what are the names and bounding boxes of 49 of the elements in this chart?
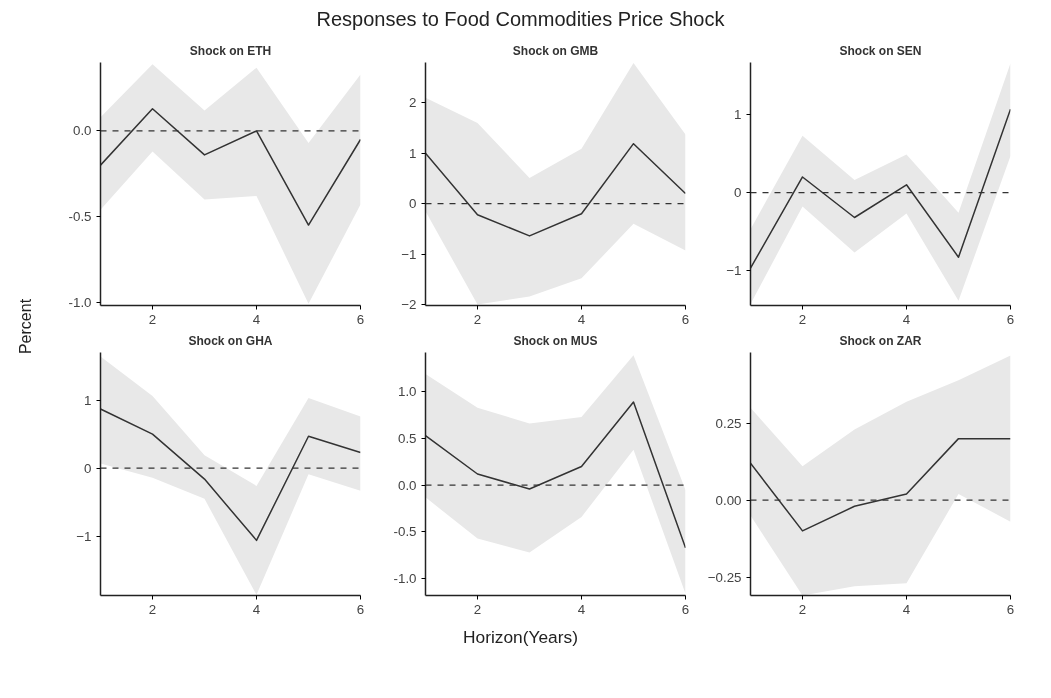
y-tick-label: 0 (734, 185, 742, 201)
text: Responses to Food Commodities Price Shock (316, 7, 726, 30)
x-tick-label: 6 (681, 311, 690, 327)
y-tick-label: -1.0 (68, 294, 92, 310)
y-tick-label: 2 (409, 95, 417, 111)
y-tick-label: −2 (401, 296, 417, 312)
x-tick-label: 4 (902, 311, 911, 327)
x-tick-label: 2 (473, 601, 482, 617)
chart-title: Shock on GMB (512, 43, 599, 58)
x-tick-label: 2 (473, 311, 482, 327)
chart-title: Shock on SEN (839, 43, 922, 58)
y-tick-label: 0.5 (397, 430, 417, 446)
y-tick-label: 0.25 (715, 415, 742, 431)
x-tick-label: 6 (1006, 601, 1015, 617)
y-tick-label: -1.0 (393, 571, 417, 587)
chart-title: Shock on GHA (188, 333, 273, 348)
chart-title: Shock on ZAR (839, 333, 922, 348)
y-tick-label: 0.0 (397, 477, 417, 493)
x-tick-label: 2 (148, 311, 157, 327)
text: Horizon(Years) (463, 626, 578, 647)
y-tick-label: −1 (76, 528, 92, 544)
y-tick-label: −1 (401, 246, 417, 262)
y-tick-label: 1 (734, 107, 742, 123)
y-tick-label: 0.00 (715, 492, 742, 508)
y-tick-label: 0.0 (72, 123, 92, 139)
y-tick-label: −0.25 (707, 569, 742, 585)
chart-title: Shock on ETH (189, 43, 272, 58)
chart-title: Shock on MUS (513, 333, 598, 348)
x-tick-label: 2 (148, 601, 157, 617)
x-tick-label: 4 (902, 601, 911, 617)
x-tick-label: 4 (252, 601, 261, 617)
x-tick-label: 4 (577, 601, 586, 617)
text: Percent (17, 298, 34, 355)
x-tick-label: 2 (798, 311, 807, 327)
y-tick-label: 0 (409, 196, 417, 212)
x-tick-label: 6 (356, 601, 365, 617)
y-tick-label: -0.5 (68, 209, 92, 225)
y-tick-label: 1.0 (397, 384, 417, 400)
x-tick-label: 4 (577, 311, 586, 327)
x-tick-label: 4 (252, 311, 261, 327)
y-tick-label: -0.5 (393, 524, 417, 540)
y-tick-label: −1 (726, 262, 742, 278)
y-tick-label: 1 (409, 145, 417, 161)
y-tick-label: 1 (84, 392, 92, 408)
x-tick-label: 6 (681, 601, 690, 617)
x-tick-label: 2 (798, 601, 807, 617)
y-tick-label: 0 (84, 460, 92, 476)
x-tick-label: 6 (1006, 311, 1015, 327)
x-tick-label: 6 (356, 311, 365, 327)
